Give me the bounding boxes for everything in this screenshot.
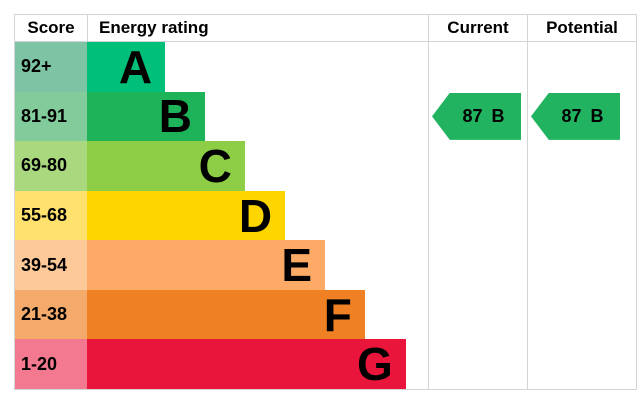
band-bar-f: F <box>87 289 365 340</box>
score-range-c: 69-80 <box>15 141 87 191</box>
header-energy-rating: Energy rating <box>87 15 428 41</box>
current-cell-a <box>428 42 527 92</box>
epc-chart: Score Energy rating Current Potential 92… <box>14 14 637 390</box>
potential-cell-b: 87 B <box>527 91 636 142</box>
potential-cell-g <box>527 339 636 390</box>
potential-rating-band: B <box>590 105 604 126</box>
current-rating-value: 87 <box>462 105 483 126</box>
band-row-e: 39-54 E <box>15 240 636 290</box>
current-rating-band: B <box>491 105 505 126</box>
current-cell-d <box>428 190 527 241</box>
potential-cell-a <box>527 42 636 92</box>
band-row-b: 81-91 B 87 B 87 B <box>15 91 636 142</box>
current-cell-g <box>428 339 527 390</box>
score-range-d: 55-68 <box>15 190 87 241</box>
score-range-e: 39-54 <box>15 240 87 290</box>
current-cell-b: 87 B <box>428 91 527 142</box>
band-row-f: 21-38 F <box>15 289 636 340</box>
bar-track-c: C <box>87 141 428 191</box>
bar-track-g: G <box>87 339 428 390</box>
band-row-g: 1-20 G <box>15 339 636 390</box>
chart-header: Score Energy rating Current Potential <box>15 15 636 42</box>
band-bar-a: A <box>87 42 166 92</box>
band-bar-g: G <box>87 339 406 390</box>
bar-track-b: B <box>87 91 428 142</box>
header-score: Score <box>27 18 75 37</box>
potential-rating-arrow: 87 B <box>531 92 620 140</box>
current-rating-arrow: 87 B <box>432 92 521 140</box>
bar-track-a: A <box>87 42 428 92</box>
bar-track-f: F <box>87 289 428 340</box>
bar-track-e: E <box>87 240 428 290</box>
score-range-f: 21-38 <box>15 289 87 340</box>
header-potential: Potential <box>527 15 636 41</box>
header-current: Current <box>428 15 527 41</box>
bar-track-d: D <box>87 190 428 241</box>
band-row-a: 92+ A <box>15 42 636 92</box>
potential-cell-c <box>527 141 636 191</box>
potential-cell-f <box>527 289 636 340</box>
potential-cell-d <box>527 190 636 241</box>
band-bar-c: C <box>87 141 245 191</box>
band-row-c: 69-80 C <box>15 141 636 191</box>
band-bar-b: B <box>87 91 205 142</box>
score-range-a: 92+ <box>15 42 87 92</box>
band-bar-d: D <box>87 190 286 241</box>
potential-cell-e <box>527 240 636 290</box>
band-row-d: 55-68 D <box>15 190 636 241</box>
score-range-g: 1-20 <box>15 339 87 390</box>
score-range-b: 81-91 <box>15 91 87 142</box>
current-cell-e <box>428 240 527 290</box>
current-cell-f <box>428 289 527 340</box>
potential-rating-value: 87 <box>561 105 582 126</box>
bands-area: 92+ A 81-91 B 87 B <box>15 42 636 390</box>
current-cell-c <box>428 141 527 191</box>
band-bar-e: E <box>87 240 326 290</box>
